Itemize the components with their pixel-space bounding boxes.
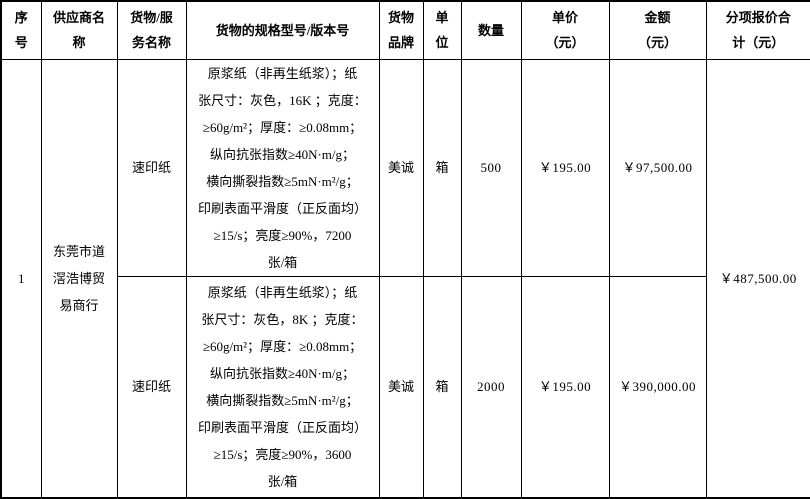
- cell-brand: 美诚: [378, 275, 424, 499]
- cell-unit: 箱: [422, 58, 462, 277]
- header-brand: 货物 品牌: [378, 0, 424, 60]
- cell-item-name: 速印纸: [116, 58, 187, 277]
- cell-spec: 原浆纸（非再生纸浆）；纸 张尺寸：灰色，16K ；克度： ≥60g/m²；厚度：…: [185, 58, 380, 277]
- cell-unit-price: ￥195.00: [520, 58, 610, 277]
- header-unit-price: 单价 （元）: [520, 0, 610, 60]
- header-item: 货物/服 务名称: [116, 0, 187, 60]
- cell-amount: ￥97,500.00: [608, 58, 707, 277]
- table-row: 速印纸 原浆纸（非再生纸浆）；纸 张尺寸：灰色，8K ；克度： ≥60g/m²；…: [1, 275, 810, 499]
- cell-unit-price: ￥195.00: [520, 275, 610, 499]
- cell-supplier-name: 东莞市道 滘浩博贸 易商行: [40, 58, 118, 499]
- header-spec: 货物的规格型号/版本号: [185, 0, 380, 60]
- header-unit: 单 位: [422, 0, 462, 60]
- table-header-row: 序 号 供应商名 称 货物/服 务名称 货物的规格型号/版本号 货物 品牌 单 …: [0, 0, 810, 60]
- cell-unit: 箱: [422, 275, 462, 499]
- cell-quantity: 500: [460, 58, 522, 277]
- header-amount: 金额 （元）: [608, 0, 707, 60]
- header-subtotal: 分项报价合 计（元）: [705, 0, 810, 60]
- cell-spec: 原浆纸（非再生纸浆）；纸 张尺寸：灰色，8K ；克度： ≥60g/m²；厚度：≥…: [185, 275, 380, 499]
- cell-brand: 美诚: [378, 58, 424, 277]
- header-quantity: 数量: [460, 0, 522, 60]
- header-supplier: 供应商名 称: [40, 0, 118, 60]
- cell-quantity: 2000: [460, 275, 522, 499]
- table-row: 1 东莞市道 滘浩博贸 易商行 速印纸 原浆纸（非再生纸浆）；纸 张尺寸：灰色，…: [0, 58, 810, 499]
- cell-index: 1: [0, 58, 42, 499]
- cell-subtotal: ￥487,500.00: [705, 58, 810, 499]
- cell-item-name: 速印纸: [116, 275, 187, 499]
- header-index: 序 号: [0, 0, 42, 60]
- cell-amount: ￥390,000.00: [608, 275, 707, 499]
